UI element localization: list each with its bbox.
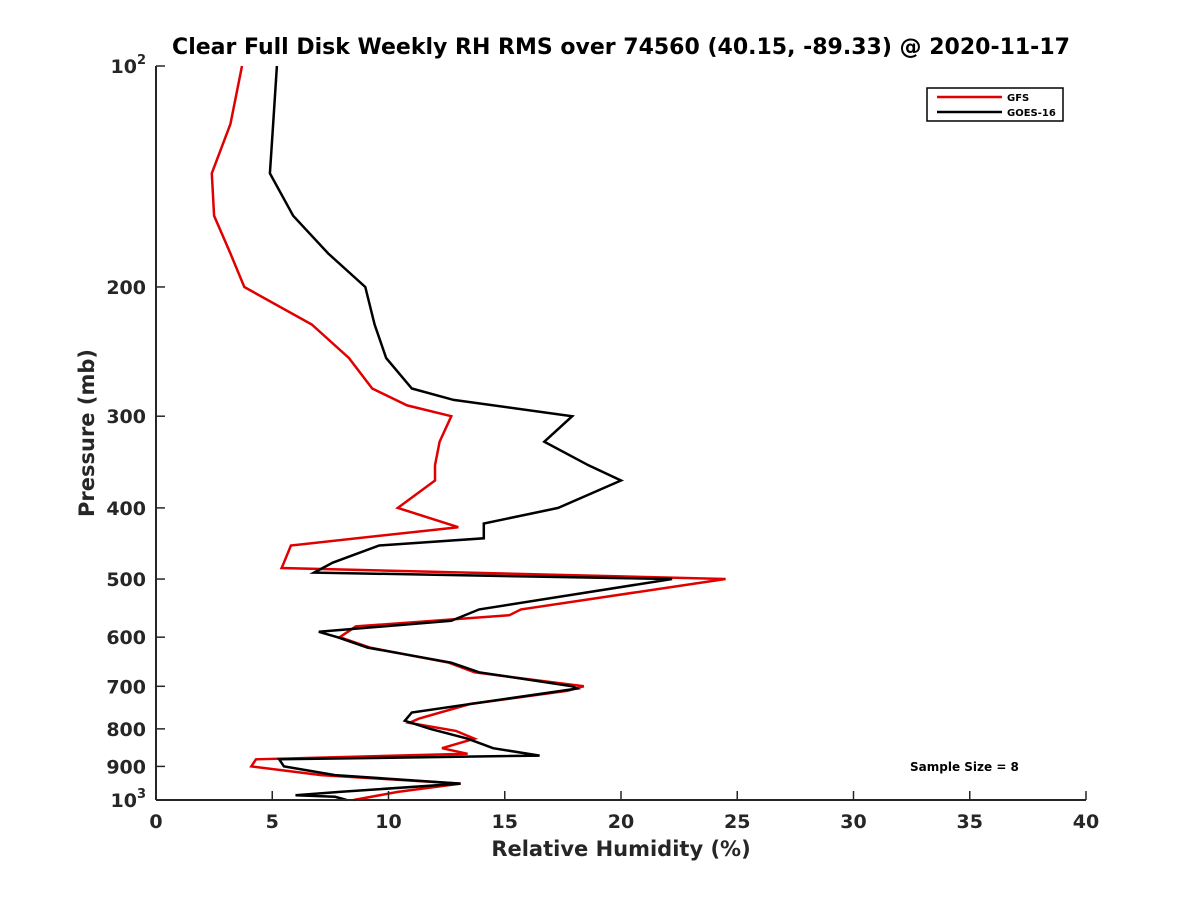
series-line-goes-16: [268, 65, 673, 802]
x-tick-label: 40: [1073, 811, 1099, 833]
x-tick-label: 5: [266, 811, 279, 833]
plot-area: 0 5 10 15 20 25 30 35 40 10220030040050060070080…: [106, 53, 1099, 833]
y-tick-label-power: 102: [111, 53, 147, 78]
y-tick-label-power: 103: [111, 787, 147, 812]
y-tick-label: 300: [106, 406, 146, 428]
y-tick-exponent: 2: [137, 53, 146, 68]
legend: GFS GOES-16: [926, 87, 1064, 122]
y-tick-label: 200: [106, 277, 146, 299]
sample-size-annotation: Sample Size = 8: [910, 760, 1019, 774]
x-ticks: 0 5 10 15 20 25 30 35 40: [149, 791, 1099, 833]
legend-label-gfs: GFS: [1007, 93, 1029, 104]
x-axis-label: Relative Humidity (%): [491, 837, 750, 861]
y-tick-label: 900: [106, 756, 146, 778]
x-tick-label: 30: [840, 811, 866, 833]
y-tick-label: 500: [106, 569, 146, 591]
y-tick-label: 700: [106, 676, 146, 698]
x-tick-label: 15: [492, 811, 518, 833]
x-tick-label: 35: [957, 811, 983, 833]
y-tick-base: 10: [111, 56, 137, 78]
y-tick-label: 400: [106, 498, 146, 520]
y-tick-exponent: 3: [137, 787, 146, 802]
x-tick-label: 10: [375, 811, 401, 833]
series-line-gfs: [210, 65, 726, 802]
y-tick-base: 10: [111, 790, 137, 812]
y-axis-label: Pressure (mb): [75, 349, 99, 517]
series-layer: [210, 65, 726, 802]
x-tick-label: 20: [608, 811, 634, 833]
x-tick-label: 0: [149, 811, 162, 833]
y-tick-label: 600: [106, 627, 146, 649]
legend-label-goes-16: GOES-16: [1007, 108, 1056, 119]
chart-title: Clear Full Disk Weekly RH RMS over 74560…: [172, 35, 1070, 60]
legend-box: [926, 87, 1064, 122]
x-tick-label: 25: [724, 811, 750, 833]
y-tick-label: 800: [106, 719, 146, 741]
